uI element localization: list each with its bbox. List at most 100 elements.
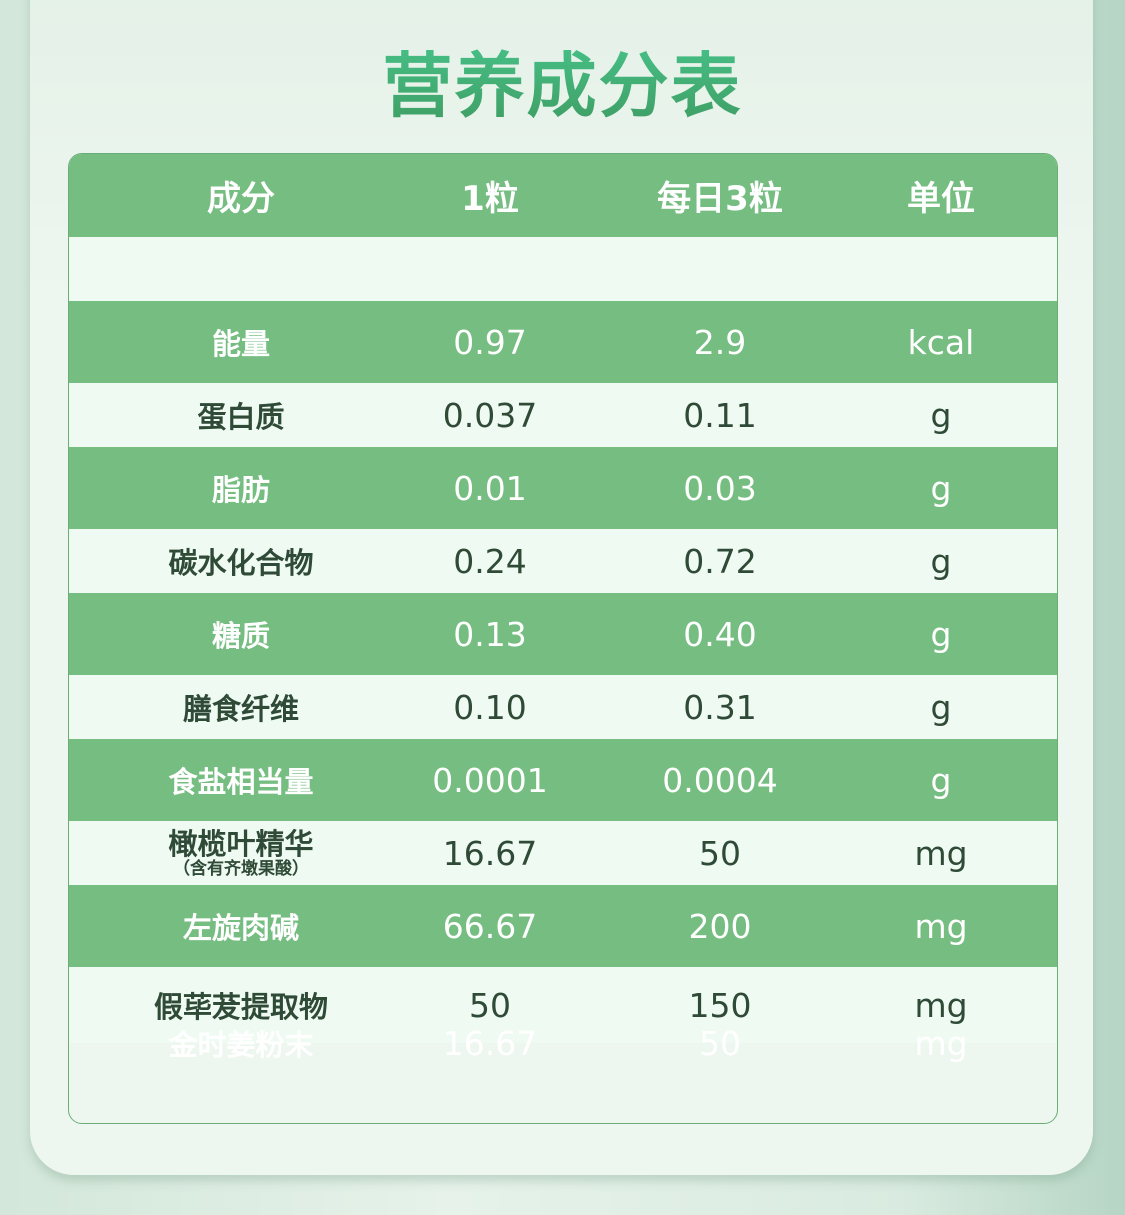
cell-name: 金时姜粉末 — [168, 1022, 313, 1064]
cell-text: 左旋肉碱 — [182, 911, 300, 945]
cell-unit: g — [931, 542, 952, 581]
table-row: 能量 0.97 2.9 kcal — [69, 301, 1057, 383]
cell-text: 0.10 — [453, 687, 527, 727]
cell-text: 50 — [469, 985, 511, 1025]
cell-text: 2.9 — [693, 322, 747, 362]
cell-per-3: 0.03 — [683, 469, 756, 508]
cell-per-1: 0.01 — [453, 469, 526, 508]
cell-text: 碳水化合物 — [168, 546, 314, 580]
table-row — [69, 237, 1057, 301]
cell-text: 0.0004 — [662, 760, 778, 800]
cell-text: 金时姜粉末 — [168, 1028, 314, 1062]
cell-text: mg — [914, 985, 968, 1025]
cell-unit: g — [931, 469, 952, 508]
cell-text: 200 — [688, 906, 752, 946]
cell-name: 蛋白质 — [197, 394, 284, 436]
cell-text: 0.01 — [453, 468, 527, 508]
cell-per-3: 200 — [689, 907, 752, 946]
cell-per-3: 0.72 — [683, 542, 756, 581]
cell-per-3: 150 — [689, 986, 752, 1025]
cell-text: g — [930, 395, 952, 435]
cell-text: mg — [914, 1023, 968, 1063]
cell-per-1: 0.037 — [443, 396, 537, 435]
cell-per-1: 16.67 — [443, 1024, 537, 1063]
cell-text: kcal — [907, 322, 975, 362]
cell-unit: mg — [914, 907, 967, 946]
cell-name: 假荜茇提取物 — [154, 984, 328, 1026]
cell-note: （含有齐墩果酸） — [172, 859, 309, 879]
cell-text: 脂肪 — [211, 473, 271, 507]
cell-unit: mg — [914, 1024, 967, 1063]
cell-per-3: 2.9 — [694, 323, 746, 362]
cell-text: 0.13 — [453, 614, 527, 654]
page-title: 营养成分表 — [0, 30, 1125, 131]
cell-name: 左旋肉碱 — [183, 905, 299, 947]
cell-text: 假荜茇提取物 — [153, 990, 329, 1024]
table-row: 左旋肉碱 66.67 200 mg — [69, 885, 1057, 967]
cell-unit: kcal — [908, 323, 975, 362]
header-ingredient: 成分 — [207, 179, 275, 219]
cell-per-3: 50 — [699, 834, 741, 873]
table-header: 成分 1粒 每日3粒 单位 — [69, 154, 1057, 237]
cell-text: 橄榄叶精华 — [168, 827, 314, 861]
cell-text: 150 — [688, 985, 752, 1025]
cell-per-1: 0.24 — [453, 542, 526, 581]
cell-text: 0.037 — [442, 395, 538, 435]
cell-per-3: 0.31 — [683, 688, 756, 727]
cell-unit: mg — [914, 986, 967, 1025]
cell-per-1: 0.97 — [453, 323, 526, 362]
cell-per-1: 0.10 — [453, 688, 526, 727]
cell-per-1: 50 — [469, 986, 511, 1025]
cell-text: mg — [914, 833, 968, 873]
cell-name: 能量 — [212, 321, 270, 363]
table-row: 食盐相当量 0.0001 0.0004 g — [69, 739, 1057, 821]
cell-text: 0.24 — [453, 541, 527, 581]
cell-text: 膳食纤维 — [182, 692, 300, 726]
cell-per-1: 66.67 — [443, 907, 537, 946]
cell-text: 16.67 — [442, 1023, 538, 1063]
cell-per-3: 0.0004 — [662, 761, 777, 800]
cell-text: g — [930, 687, 952, 727]
table-row: 脂肪 0.01 0.03 g — [69, 447, 1057, 529]
nutrition-table: 成分 1粒 每日3粒 单位 能量 0.97 2.9 kcal 蛋白质 0.037 0.11 g… — [68, 153, 1058, 1124]
cell-name: 脂肪 — [212, 467, 270, 509]
cell-text: 0.11 — [683, 395, 757, 435]
cell-per-3: 0.40 — [683, 615, 756, 654]
cell-name: 糖质 — [212, 613, 270, 655]
cell-text: g — [930, 541, 952, 581]
cell-text: 0.0001 — [432, 760, 548, 800]
cell-unit: g — [931, 396, 952, 435]
cell-per-1: 0.0001 — [432, 761, 547, 800]
header-per-1: 1粒 — [461, 179, 519, 219]
cell-name: 食盐相当量 — [168, 759, 313, 801]
cell-text: mg — [914, 906, 968, 946]
header-unit: 单位 — [907, 179, 975, 219]
cell-text: 0.97 — [453, 322, 527, 362]
cell-unit: g — [931, 761, 952, 800]
table-row: 碳水化合物 0.24 0.72 g — [69, 529, 1057, 593]
cell-text: 50 — [699, 1023, 741, 1063]
cell-per-1: 0.13 — [453, 615, 526, 654]
table-row: 膳食纤维 0.10 0.31 g — [69, 675, 1057, 739]
cell-unit: g — [931, 615, 952, 654]
cell-per-3: 50 — [699, 1024, 741, 1063]
header-per-3: 每日3粒 — [657, 179, 783, 219]
cell-text: g — [930, 614, 952, 654]
cell-text: 16.67 — [442, 833, 538, 873]
table-row: 蛋白质 0.037 0.11 g — [69, 383, 1057, 447]
cell-text: 蛋白质 — [197, 400, 285, 434]
cell-text: 食盐相当量 — [168, 765, 314, 799]
table-row: 糖质 0.13 0.40 g — [69, 593, 1057, 675]
cell-unit: g — [931, 688, 952, 727]
cell-text: 0.31 — [683, 687, 757, 727]
table-row: 橄榄叶精华 （含有齐墩果酸） 16.67 50 mg — [69, 821, 1057, 885]
cell-text: 66.67 — [442, 906, 538, 946]
cell-text: 0.40 — [683, 614, 757, 654]
cell-text: 50 — [699, 833, 741, 873]
cell-text: 糖质 — [211, 619, 271, 653]
cell-per-3: 0.11 — [683, 396, 756, 435]
cell-per-1: 16.67 — [443, 834, 537, 873]
cell-text: 0.03 — [683, 468, 757, 508]
cell-text: 0.72 — [683, 541, 757, 581]
cell-unit: mg — [914, 834, 967, 873]
